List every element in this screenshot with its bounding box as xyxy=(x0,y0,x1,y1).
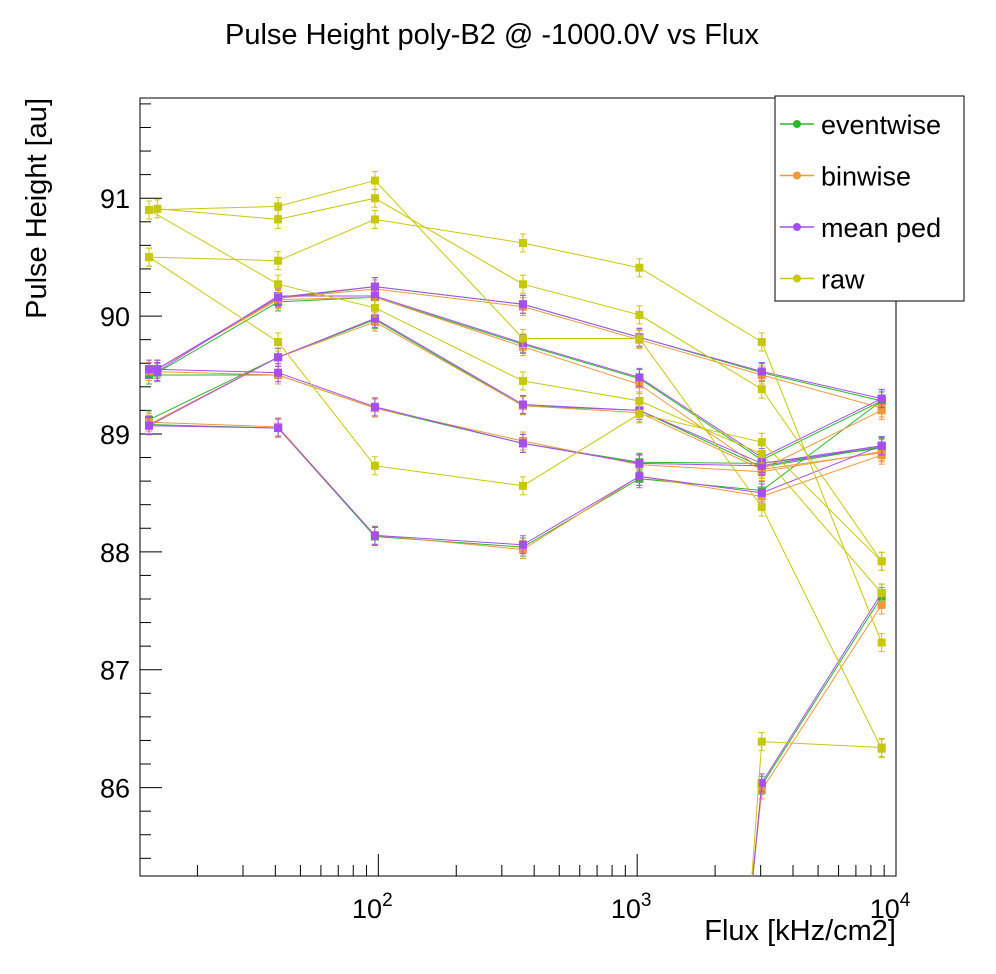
data-point xyxy=(370,176,379,185)
data-point xyxy=(635,409,644,418)
data-point xyxy=(518,238,527,247)
data-point xyxy=(635,396,644,405)
x-tick-label: 104 xyxy=(870,890,911,924)
data-point xyxy=(518,439,527,448)
y-tick-label: 88 xyxy=(100,538,130,568)
data-point xyxy=(877,638,886,647)
legend-marker xyxy=(793,274,801,283)
data-point xyxy=(877,589,886,598)
data-point xyxy=(274,424,283,433)
x-axis-label: Flux [kHz/cm2] xyxy=(704,915,896,947)
legend-label: raw xyxy=(821,265,865,295)
data-point xyxy=(877,743,886,752)
legend-box xyxy=(774,95,965,302)
legend-label: binwise xyxy=(821,162,911,192)
data-point xyxy=(757,488,766,497)
data-point xyxy=(274,215,283,224)
data-point xyxy=(370,303,379,312)
data-point xyxy=(635,263,644,272)
y-tick-label: 91 xyxy=(100,184,130,214)
legend-label: mean ped xyxy=(821,213,941,243)
x-tick-label: 103 xyxy=(611,890,652,924)
data-point xyxy=(370,314,379,323)
legend-entry: mean ped xyxy=(780,213,941,243)
data-point xyxy=(877,394,886,403)
data-point xyxy=(757,503,766,512)
data-point xyxy=(370,194,379,203)
data-point xyxy=(518,280,527,289)
data-point xyxy=(757,438,766,447)
y-axis-label: Pulse Height [au] xyxy=(21,98,53,319)
data-point xyxy=(518,334,527,343)
chart-title: Pulse Height poly-B2 @ -1000.0V vs Flux xyxy=(225,19,759,51)
data-point xyxy=(757,338,766,347)
data-point xyxy=(635,472,644,481)
y-axis-ticks: 86 87 88 89 90 91 xyxy=(100,103,162,859)
data-point xyxy=(635,310,644,319)
plot-frame xyxy=(139,97,897,877)
legend-entry: eventwise xyxy=(780,110,941,140)
legend-entry: binwise xyxy=(780,162,911,192)
data-point xyxy=(757,778,766,787)
data-point xyxy=(757,449,766,458)
data-point xyxy=(518,300,527,309)
legend-label: eventwise xyxy=(821,110,941,140)
series-layer xyxy=(144,171,886,876)
data-point xyxy=(274,280,283,289)
x-tick-label: 102 xyxy=(352,890,393,924)
data-point xyxy=(518,481,527,490)
legend-marker xyxy=(793,171,801,180)
data-point xyxy=(153,204,162,213)
data-point xyxy=(144,421,153,430)
data-point xyxy=(877,600,886,609)
y-tick-label: 90 xyxy=(100,302,130,332)
data-point xyxy=(370,402,379,411)
y-tick-label: 87 xyxy=(100,656,130,686)
data-point xyxy=(635,459,644,468)
data-point xyxy=(370,282,379,291)
data-point xyxy=(370,461,379,470)
data-point xyxy=(274,368,283,377)
data-point xyxy=(877,441,886,450)
x-axis-ticks: 102 103 104 xyxy=(196,854,911,924)
data-point xyxy=(757,367,766,376)
data-point xyxy=(370,215,379,224)
data-point xyxy=(153,365,162,374)
data-point xyxy=(274,293,283,302)
data-point xyxy=(274,256,283,265)
data-point xyxy=(518,400,527,409)
data-point xyxy=(518,540,527,549)
data-point xyxy=(635,373,644,382)
legend-marker xyxy=(793,120,801,128)
data-point xyxy=(274,202,283,211)
data-point xyxy=(144,365,153,374)
y-tick-label: 89 xyxy=(100,420,130,450)
legend: eventwise binwise mean ped raw xyxy=(774,95,965,302)
data-point xyxy=(274,353,283,362)
y-tick-label: 86 xyxy=(100,774,130,804)
legend-entry: raw xyxy=(780,265,865,295)
series-raw xyxy=(144,171,886,876)
data-point xyxy=(877,557,886,566)
data-point xyxy=(144,205,153,214)
data-point xyxy=(757,385,766,394)
data-point xyxy=(757,737,766,746)
data-point xyxy=(370,531,379,540)
data-point xyxy=(274,338,283,347)
data-point xyxy=(518,376,527,385)
legend-marker xyxy=(793,223,801,231)
data-point xyxy=(144,253,153,262)
data-point xyxy=(635,334,644,343)
